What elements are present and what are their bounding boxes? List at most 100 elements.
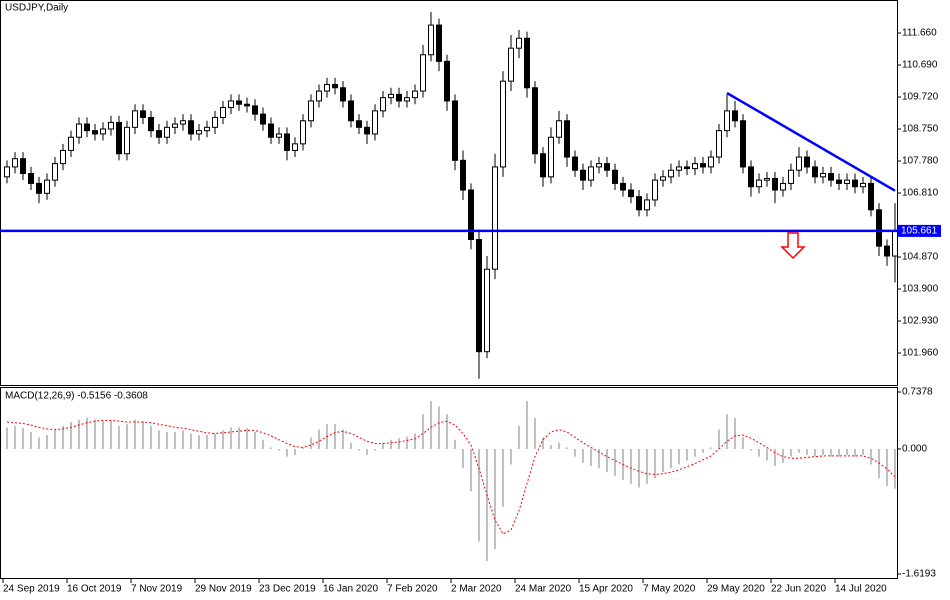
macd-panel: [0, 387, 898, 579]
candle-body: [492, 166, 498, 270]
y-tick-label: 104.870: [902, 252, 939, 263]
candle-body: [820, 173, 826, 178]
y-tick-label: 108.750: [902, 124, 939, 135]
candle-body: [340, 87, 346, 102]
candle-body: [596, 163, 602, 168]
x-tick-label: 7 May 2020: [643, 584, 696, 595]
candle-body: [428, 24, 434, 56]
candle-body: [220, 107, 226, 118]
x-tick-label: 14 Jul 2020: [835, 584, 887, 595]
candle-body: [612, 169, 618, 184]
candle-body: [860, 182, 866, 188]
candle-body: [452, 100, 458, 161]
candle-body: [60, 149, 66, 165]
candle-body: [732, 110, 738, 122]
candle-body: [164, 126, 170, 138]
y-tick-label: 101.960: [902, 348, 939, 359]
candle-body: [36, 182, 42, 194]
candle-body: [796, 156, 802, 171]
candle-body: [756, 179, 762, 188]
y-tick-label: 103.900: [902, 284, 939, 295]
macd-signal: [6, 419, 896, 535]
candle-body: [324, 83, 330, 92]
candle-body: [620, 182, 626, 191]
candle-body: [724, 110, 730, 132]
candle-body: [532, 87, 538, 155]
down-arrow: [780, 232, 806, 260]
candle-body: [172, 123, 178, 128]
candle-body: [108, 121, 114, 130]
candle-body: [436, 24, 442, 62]
y-tick-label: 106.810: [902, 188, 939, 199]
candle-body: [708, 156, 714, 168]
candle-body: [604, 163, 610, 171]
candle-body: [404, 97, 410, 102]
candle-body: [68, 136, 74, 151]
x-tick-label: 2 Mar 2020: [451, 584, 502, 595]
candle-body: [572, 156, 578, 171]
x-tick-label: 7 Nov 2019: [131, 584, 183, 595]
candle-body: [868, 182, 874, 211]
candle-body: [372, 110, 378, 135]
candle-body: [196, 130, 202, 135]
y-tick-label: 110.690: [902, 60, 938, 71]
candle-body: [348, 100, 354, 122]
candle-body: [668, 169, 674, 178]
candle-body: [636, 196, 642, 211]
candle-body: [660, 176, 666, 181]
candle-body: [892, 230, 898, 257]
candle-body: [52, 163, 58, 181]
x-tick-label: 22 Jun 2020: [771, 584, 826, 595]
price-panel: [0, 0, 898, 386]
candle-body: [476, 239, 482, 353]
candle-body: [844, 179, 850, 184]
candle-body: [364, 126, 370, 135]
candle-body: [356, 120, 362, 128]
candle-body: [244, 103, 250, 107]
candle-body: [20, 158, 26, 175]
candle-body: [804, 156, 810, 168]
candle-body: [508, 47, 514, 82]
candle-body: [524, 37, 530, 89]
candle-body: [212, 116, 218, 128]
candle-body: [412, 90, 418, 99]
candle-body: [684, 166, 690, 170]
candle-body: [396, 93, 402, 102]
candle-body: [276, 133, 282, 138]
candle-body: [284, 133, 290, 151]
candle-body: [812, 166, 818, 178]
candle-body: [540, 153, 546, 178]
x-tick-label: 16 Jan 2020: [323, 584, 378, 595]
x-tick-label: 24 Mar 2020: [515, 584, 572, 595]
candle-body: [484, 268, 490, 353]
y-tick-label: 109.720: [902, 92, 939, 103]
trendline: [726, 91, 896, 192]
candle-body: [140, 110, 146, 118]
candle-body: [180, 120, 186, 125]
candle-body: [876, 209, 882, 247]
candle-body: [380, 97, 386, 112]
candle-body: [556, 120, 562, 138]
candle-body: [12, 158, 18, 168]
x-tick-label: 24 Sep 2019: [3, 584, 60, 595]
candle-body: [316, 90, 322, 102]
candle-body: [716, 130, 722, 158]
candle-body: [300, 120, 306, 145]
candle-body: [628, 189, 634, 198]
macd-tick-label: -1.6193: [902, 569, 936, 580]
candle-body: [852, 179, 858, 188]
candle-body: [564, 120, 570, 158]
candle-body: [388, 93, 394, 99]
candle-body: [76, 123, 82, 138]
candle-body: [828, 173, 834, 181]
candle-body: [692, 163, 698, 170]
candle-body: [236, 100, 242, 105]
candle-body: [788, 169, 794, 184]
x-tick-label: 15 Apr 2020: [579, 584, 633, 595]
candle-body: [644, 199, 650, 211]
candle-body: [148, 116, 154, 132]
candle-body: [228, 100, 234, 109]
candle-body: [468, 189, 474, 241]
candle-body: [516, 37, 522, 49]
